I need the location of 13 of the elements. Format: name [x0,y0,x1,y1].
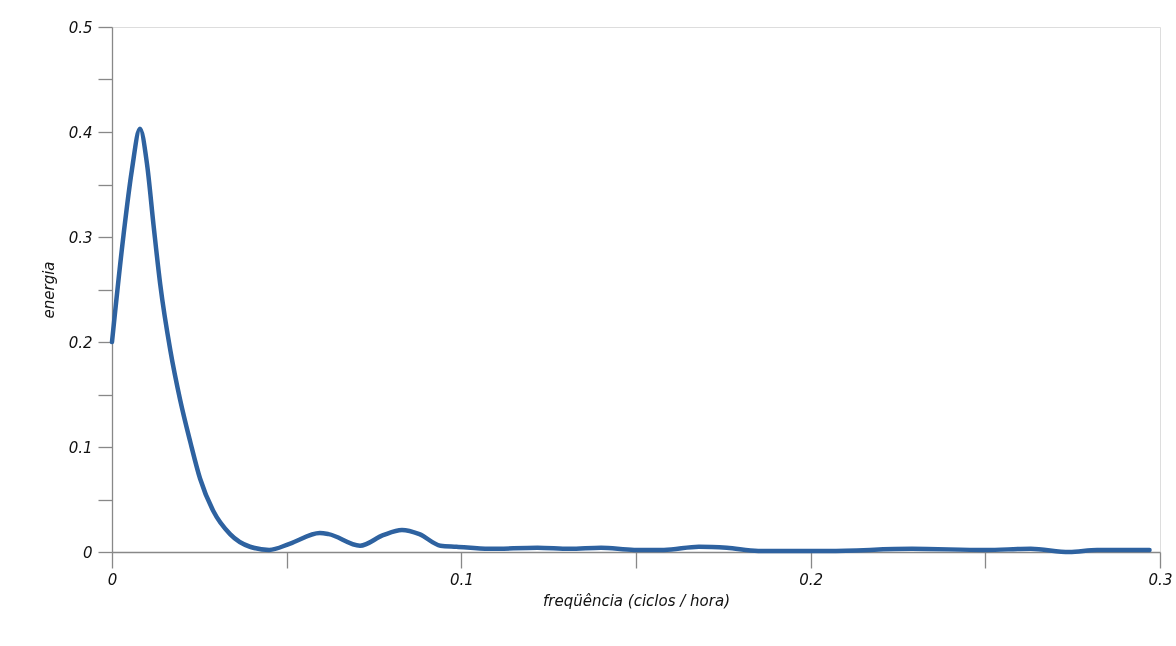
x-tick-label: 0 [107,570,118,589]
x-tick-label: 0.2 [799,570,824,589]
y-tick-label: 0.2 [68,333,93,352]
y-tick-label: 0.1 [68,438,93,457]
y-tick-label: 0.3 [68,228,93,247]
y-tick-label: 0.5 [68,18,93,37]
x-tick-label: 0.1 [449,570,474,589]
y-axis-title: energia [39,261,58,319]
x-tick-label: 0.3 [1148,570,1173,589]
y-tick-label: 0.4 [68,123,93,142]
line-series [109,126,1152,555]
x-axis-title: freqüência (ciclos / hora) [543,591,730,610]
y-tick-label: 0 [82,543,93,562]
